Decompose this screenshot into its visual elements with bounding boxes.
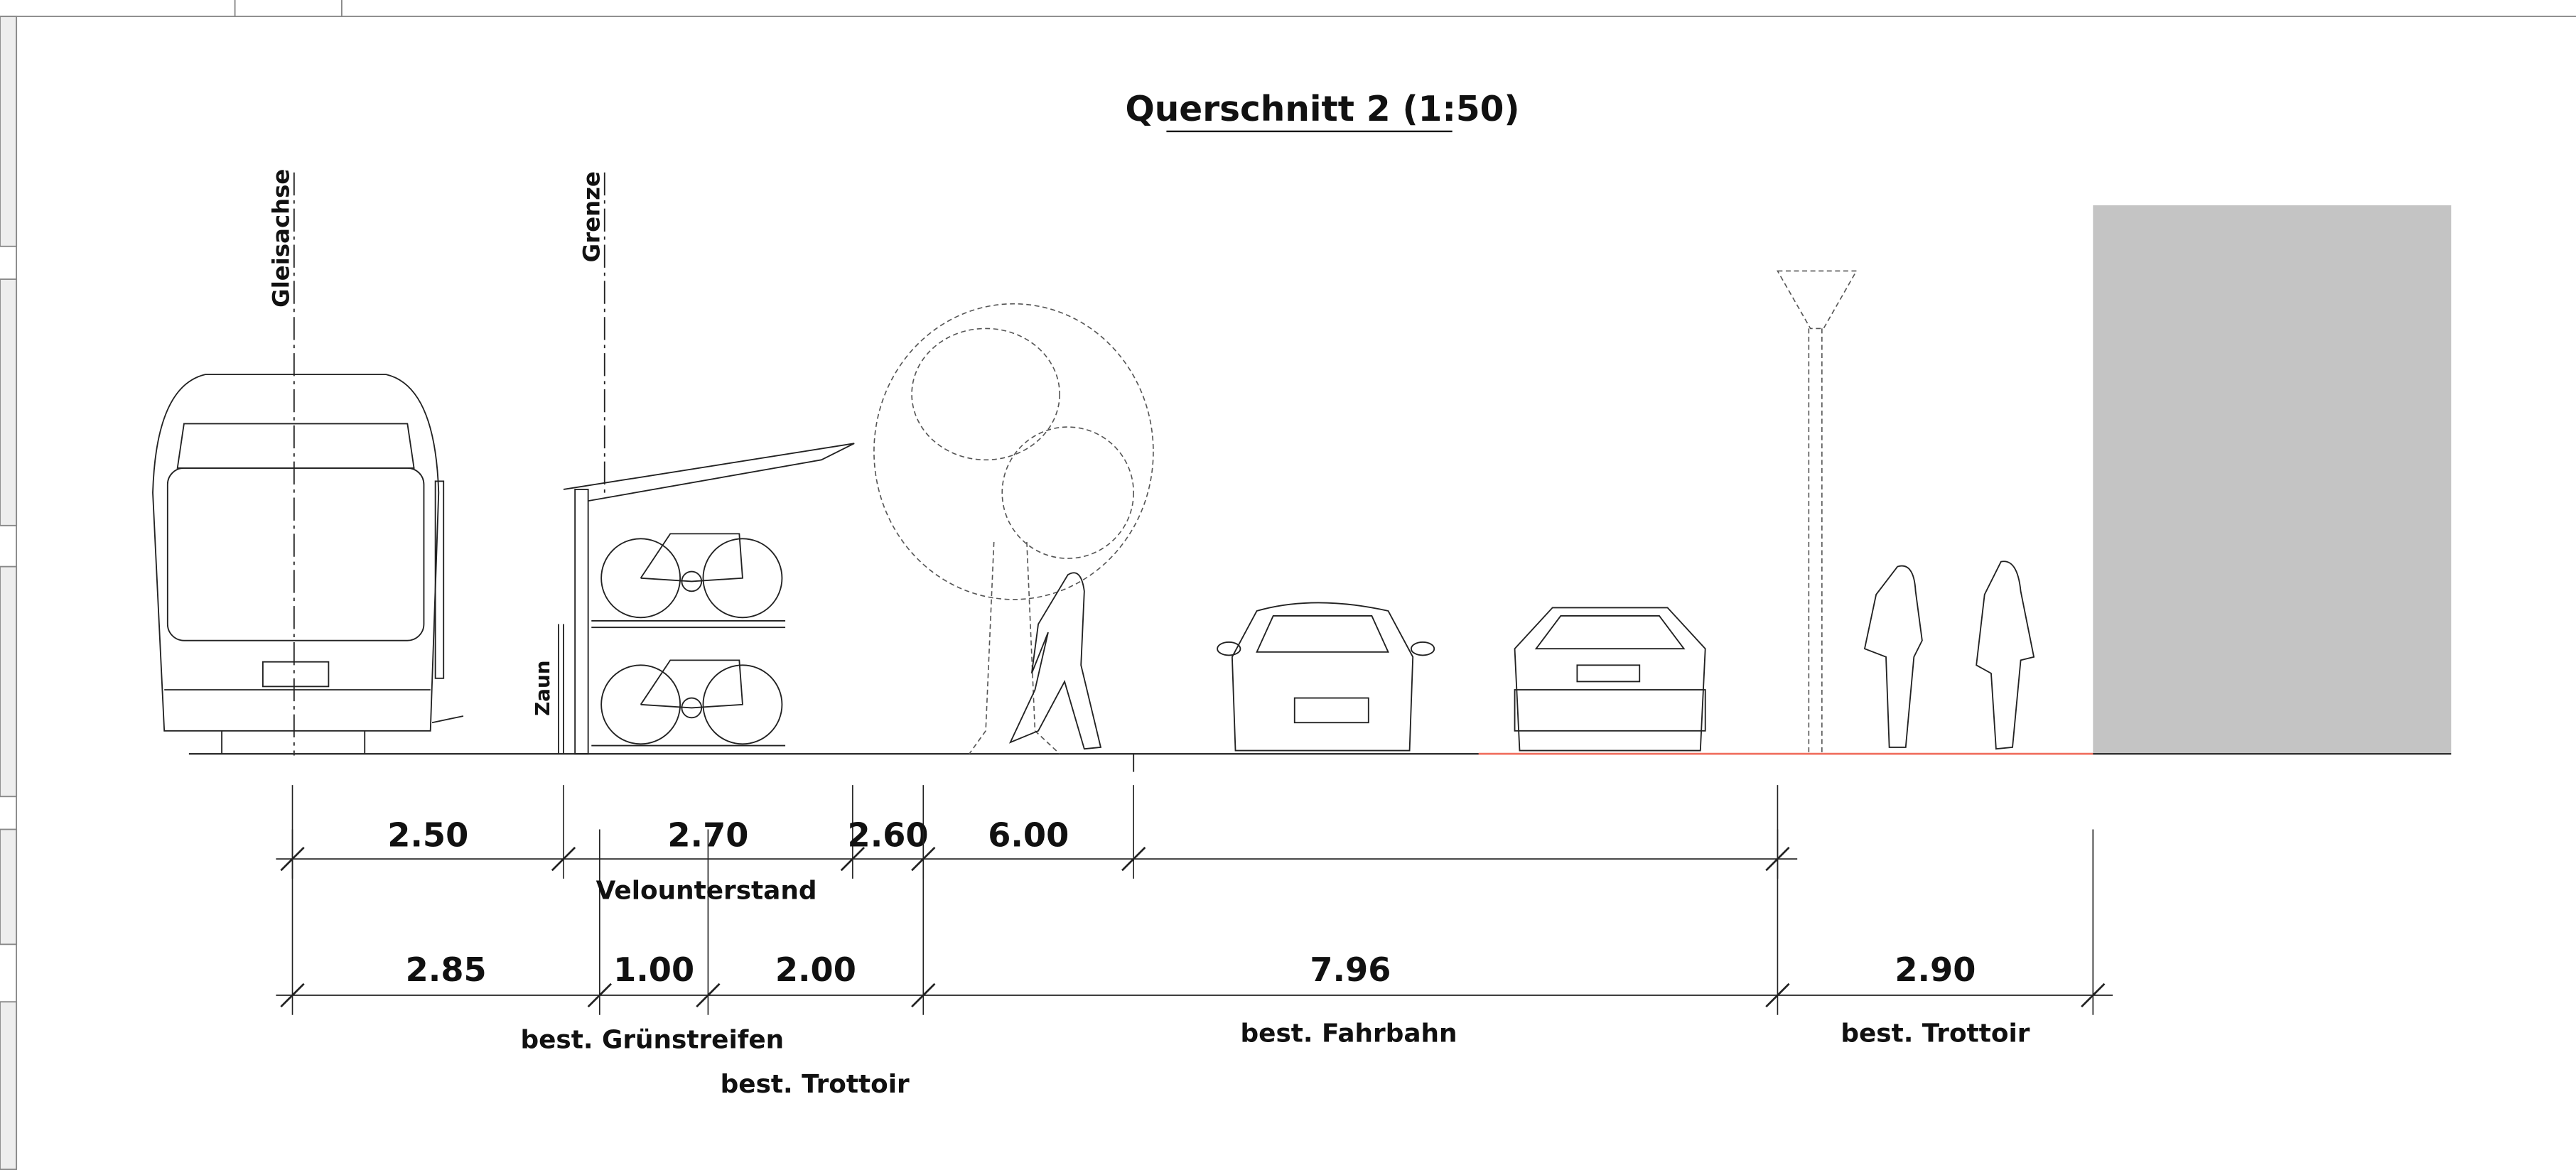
person <box>1976 561 2034 749</box>
page: Querschnitt 2 (1:50) Gleisachse Grenze Z… <box>0 0 2576 1170</box>
dimension-label: best. Fahrbahn <box>1241 1019 1457 1048</box>
car-rear <box>1515 607 1705 750</box>
dimension-value: 1.00 <box>613 950 694 989</box>
dimension-label: best. Grünstreifen <box>520 1026 784 1055</box>
dimension-value: 2.85 <box>406 950 487 989</box>
drawing-title: Querschnitt 2 (1:50) <box>1126 90 1520 129</box>
dimension-label: best. Trottoir <box>1841 1019 2030 1048</box>
fence-label: Zaun <box>531 661 554 716</box>
dimension-value: 2.50 <box>387 816 468 855</box>
tree <box>874 304 1153 754</box>
bike-shelter <box>559 443 854 754</box>
car-front <box>1217 602 1434 750</box>
tram <box>153 374 463 754</box>
axis-label: Gleisachse <box>268 169 295 308</box>
dimension-value: 7.96 <box>1310 950 1391 989</box>
dimension-value: 6.00 <box>988 816 1069 855</box>
dimension-label: Velounterstand <box>596 876 817 905</box>
dimension-value: 2.90 <box>1895 950 1976 989</box>
building <box>2093 205 2451 754</box>
dimension-value: 2.60 <box>848 816 929 855</box>
cross-section-drawing: Querschnitt 2 (1:50) Gleisachse Grenze Z… <box>0 0 2576 1170</box>
person <box>1865 566 1922 747</box>
dimension-value: 2.00 <box>775 950 856 989</box>
street-lamp <box>1777 271 1856 754</box>
dimension-label: best. Trottoir <box>721 1070 910 1099</box>
axis-label: Grenze <box>578 171 605 262</box>
